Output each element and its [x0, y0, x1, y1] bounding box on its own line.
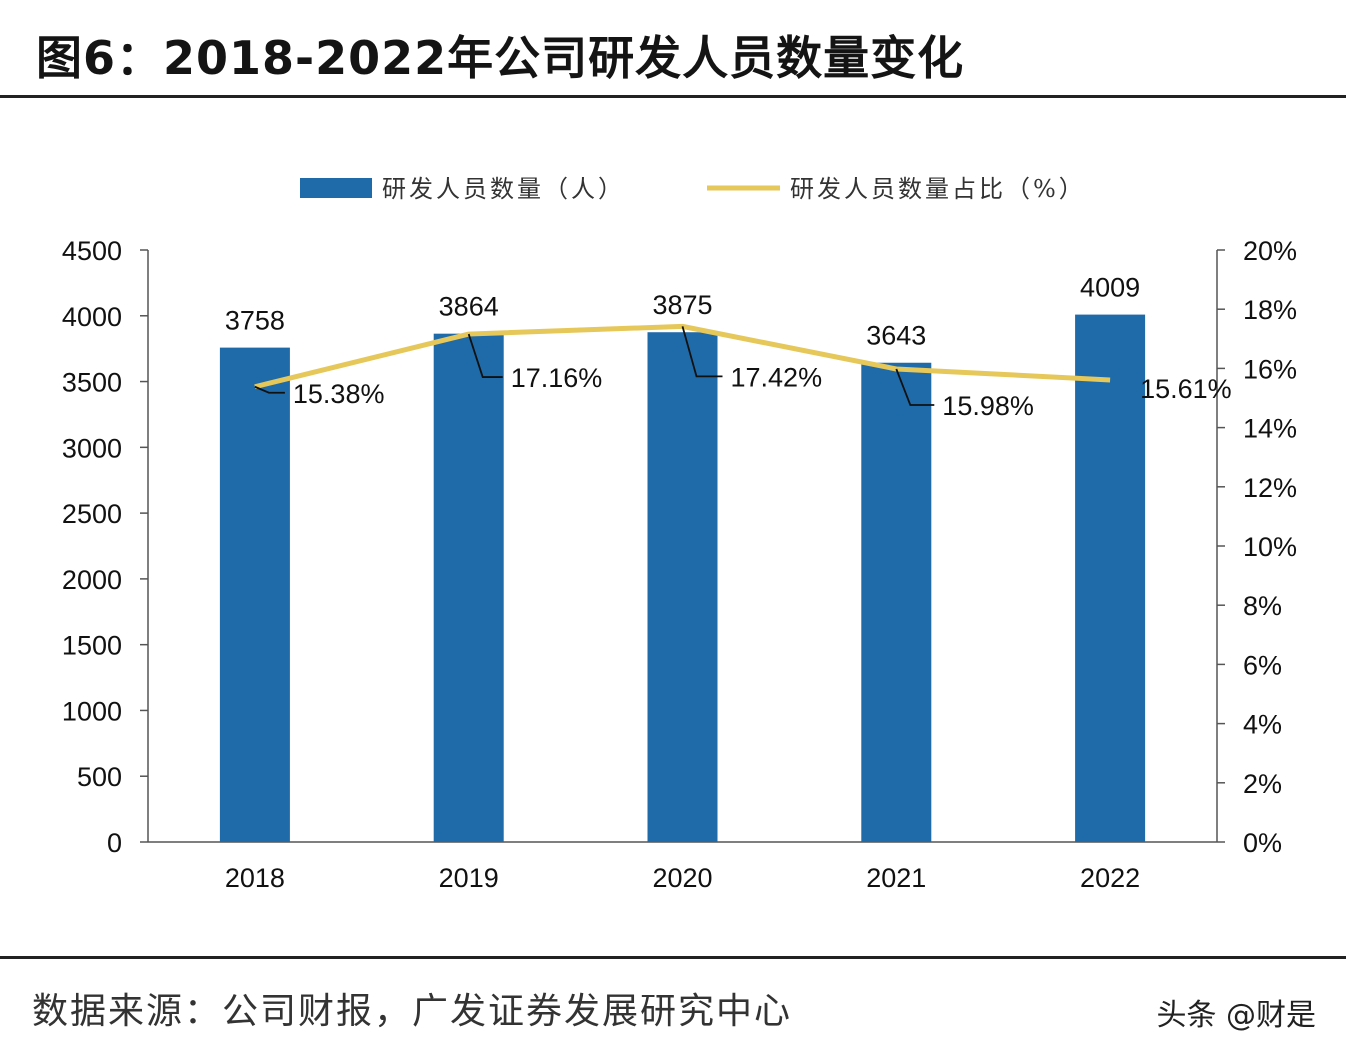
- axes: 0 500 1000 1500 2000 2500 3000 3500 4000 4500 0% 2%…: [62, 236, 1297, 893]
- x-tick-label: 2020: [652, 863, 712, 893]
- y-right-tick-label: 0%: [1243, 828, 1282, 858]
- y-right-tick-label: 20%: [1243, 236, 1297, 266]
- y-left-tick-label: 0: [107, 828, 122, 858]
- y-right-tick-label: 8%: [1243, 591, 1282, 621]
- figure-title: 图6：2018-2022年公司研发人员数量变化: [36, 31, 965, 85]
- legend-label-line: 研发人员数量占比（%）: [790, 175, 1086, 203]
- x-tick-label: 2022: [1080, 863, 1140, 893]
- source-note: 数据来源：公司财报，广发证券发展研究中心: [32, 991, 793, 1032]
- bar-value-label: 3643: [866, 321, 926, 351]
- x-tick-label: 2018: [225, 863, 285, 893]
- y-right-tick-label: 16%: [1243, 354, 1297, 384]
- bars: [219, 314, 1146, 843]
- y-left-tick-label: 1500: [62, 631, 122, 661]
- data-labels: 3758 3864 3875 3643 4009 15.38% 17.16% 17.42% 15…: [225, 273, 1232, 421]
- bar-value-label: 3875: [652, 290, 712, 320]
- line-label-leader: [895, 368, 935, 406]
- y-right-tick-label: 6%: [1243, 650, 1282, 680]
- bar-value-label: 4009: [1080, 273, 1140, 303]
- y-left-tick-label: 3000: [62, 433, 122, 463]
- bar: [647, 332, 718, 842]
- watermark: 头条 @财是: [1156, 998, 1316, 1033]
- line-value-label: 15.98%: [942, 391, 1034, 421]
- y-left-tick-label: 1000: [62, 696, 122, 726]
- legend-label-bar: 研发人员数量（人）: [382, 175, 625, 203]
- x-tick-label: 2021: [866, 863, 926, 893]
- line-value-label: 15.38%: [293, 379, 385, 409]
- line-value-label: 15.61%: [1140, 374, 1232, 404]
- y-left-tick-label: 2000: [62, 565, 122, 595]
- y-left-tick-label: 3500: [62, 368, 122, 398]
- bar-value-label: 3864: [439, 292, 499, 322]
- line-value-label: 17.42%: [731, 362, 823, 392]
- y-right-tick-label: 18%: [1243, 295, 1297, 325]
- y-left-tick-label: 4000: [62, 302, 122, 332]
- bar: [219, 347, 290, 842]
- bottom-rule: [0, 956, 1346, 959]
- bar: [433, 333, 504, 842]
- y-right-tick-label: 2%: [1243, 769, 1282, 799]
- y-left-tick-label: 4500: [62, 236, 122, 266]
- y-left-tick-label: 2500: [62, 499, 122, 529]
- y-right-tick-label: 14%: [1243, 414, 1297, 444]
- line-label-leader: [681, 326, 723, 378]
- line-label-leader: [254, 385, 285, 394]
- y-right-tick-label: 12%: [1243, 473, 1297, 503]
- y-right-tick-label: 10%: [1243, 532, 1297, 562]
- legend-swatch-bar: [300, 178, 372, 198]
- x-tick-label: 2019: [439, 863, 499, 893]
- line-value-label: 17.16%: [511, 363, 603, 393]
- legend: 研发人员数量（人） 研发人员数量占比（%）: [300, 175, 1086, 203]
- bar: [861, 362, 932, 842]
- top-rule: [0, 95, 1346, 98]
- bar-value-label: 3758: [225, 306, 285, 336]
- line-label-leader: [467, 333, 503, 378]
- y-left-tick-label: 500: [77, 762, 122, 792]
- y-right-tick-label: 4%: [1243, 710, 1282, 740]
- chart: 研发人员数量（人） 研发人员数量占比（%） 0 500 1000 1500 2000 25…: [62, 175, 1297, 893]
- bar: [1075, 314, 1146, 843]
